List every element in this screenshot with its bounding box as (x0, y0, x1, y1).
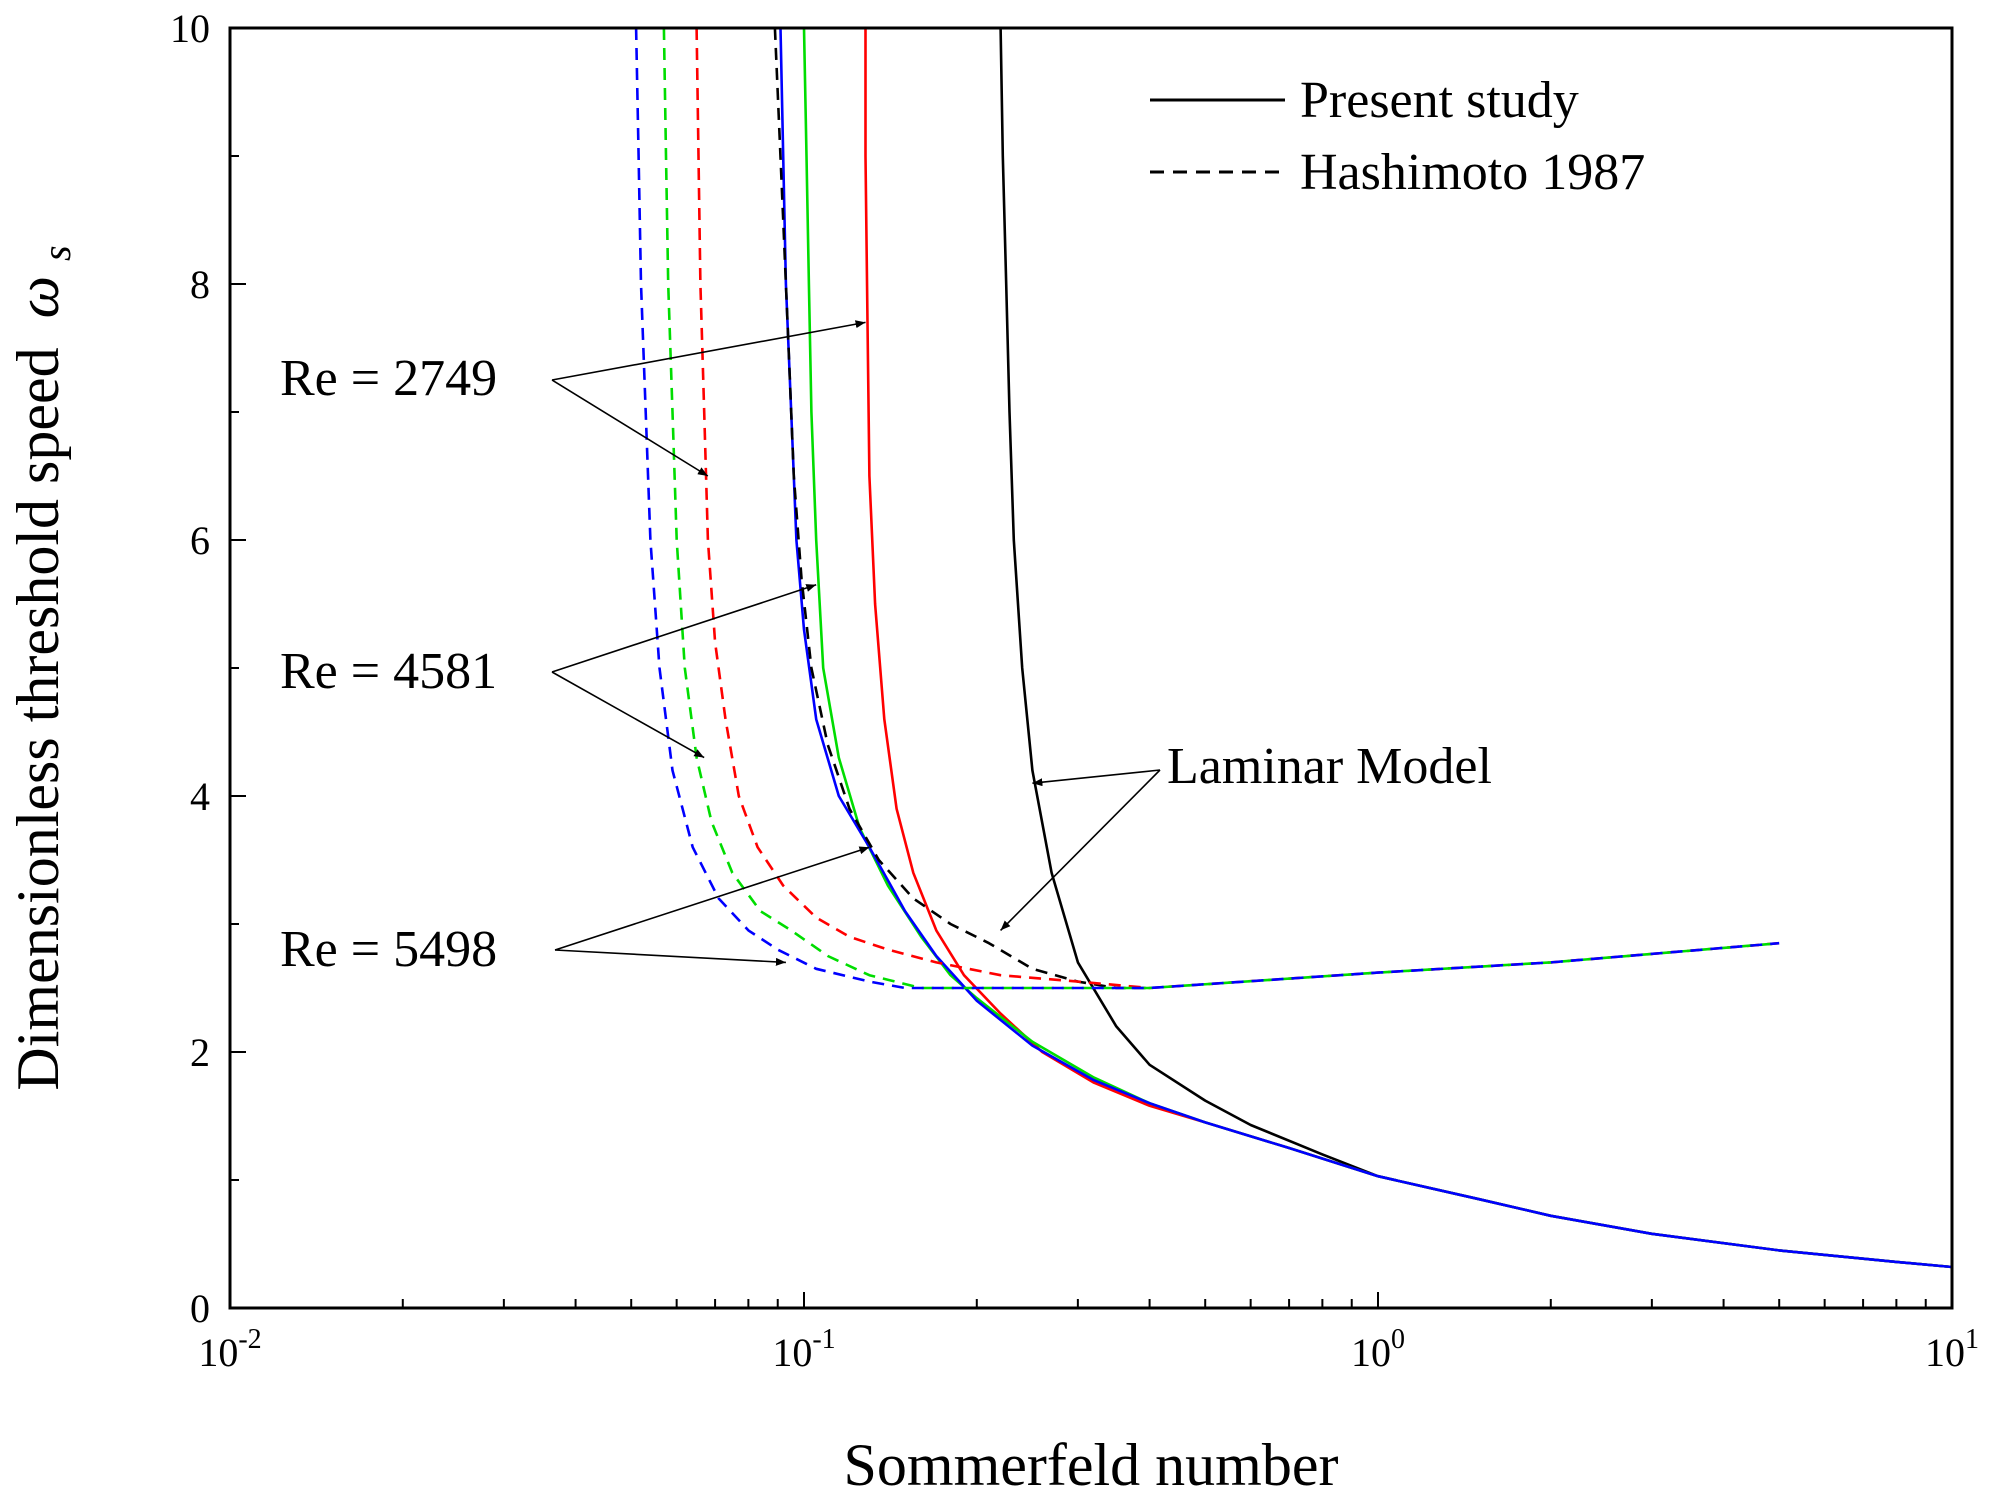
y-tick-label: 10 (170, 6, 210, 51)
annotation-arrow-re5498-1 (554, 949, 786, 966)
series-line-1 (864, 28, 1952, 1269)
y-tick-label: 0 (190, 1286, 210, 1331)
y-tick-label: 4 (190, 774, 210, 819)
annotation-label-re4581: Re = 4581 (280, 643, 497, 700)
annotation-arrow-re4581-0 (551, 584, 817, 673)
x-tick-label: 101 (1925, 1324, 1979, 1375)
x-tick-exponent: -1 (812, 1324, 835, 1355)
y-axis-title-subscript: s (34, 245, 79, 261)
annotation-arrow-laminar-0 (1032, 769, 1161, 787)
series-layer (634, 28, 1952, 1269)
annotation-arrow-re5498-0 (554, 846, 870, 951)
x-tick-exponent: 0 (1391, 1324, 1405, 1355)
series-line-3 (779, 28, 1952, 1269)
legend-label-hashimoto: Hashimoto 1987 (1300, 144, 1645, 201)
legend: Present study Hashimoto 1987 (1150, 72, 1645, 201)
series-line-0 (999, 28, 1952, 1269)
x-tick-base: 10 (1925, 1330, 1965, 1375)
y-axis-title-symbol: ω (5, 276, 71, 318)
annotation-arrow-re2749-0 (551, 320, 866, 381)
x-tick-label: 10-2 (198, 1324, 261, 1375)
annotation-arrow-laminar-1 (999, 769, 1161, 931)
x-tick-label: 100 (1351, 1324, 1405, 1375)
y-axis-title: Dimensionless threshold speed ω s (5, 245, 79, 1090)
series-line-6 (662, 28, 1780, 990)
annotation-label-laminar: Laminar Model (1167, 738, 1492, 795)
x-axis-title: Sommerfeld number (844, 1432, 1339, 1498)
x-tick-base: 10 (198, 1330, 238, 1375)
series-line-2 (802, 28, 1952, 1269)
annotation-arrow-re4581-1 (551, 671, 705, 759)
x-tick-base: 10 (1351, 1330, 1391, 1375)
series-line-4 (773, 28, 1150, 990)
y-tick-label: 6 (190, 518, 210, 563)
legend-label-present-study: Present study (1300, 72, 1579, 129)
tick-layer (229, 27, 1953, 1309)
annotation-label-re2749: Re = 2749 (280, 350, 497, 407)
x-tick-exponent: -2 (238, 1324, 261, 1355)
x-tick-base: 10 (772, 1330, 812, 1375)
series-line-7 (634, 28, 1780, 990)
y-axis-title-text: Dimensionless threshold speed (5, 347, 71, 1090)
x-tick-label: 10-1 (772, 1324, 835, 1375)
annotation-layer: Re = 2749 Re = 4581 Re = 5498 Laminar Model (280, 320, 1492, 978)
annotation-arrow-re2749-1 (551, 379, 709, 477)
y-tick-label: 2 (190, 1030, 210, 1075)
x-tick-exponent: 1 (1965, 1324, 1979, 1355)
annotation-label-re5498: Re = 5498 (280, 921, 497, 978)
y-tick-label: 8 (190, 262, 210, 307)
